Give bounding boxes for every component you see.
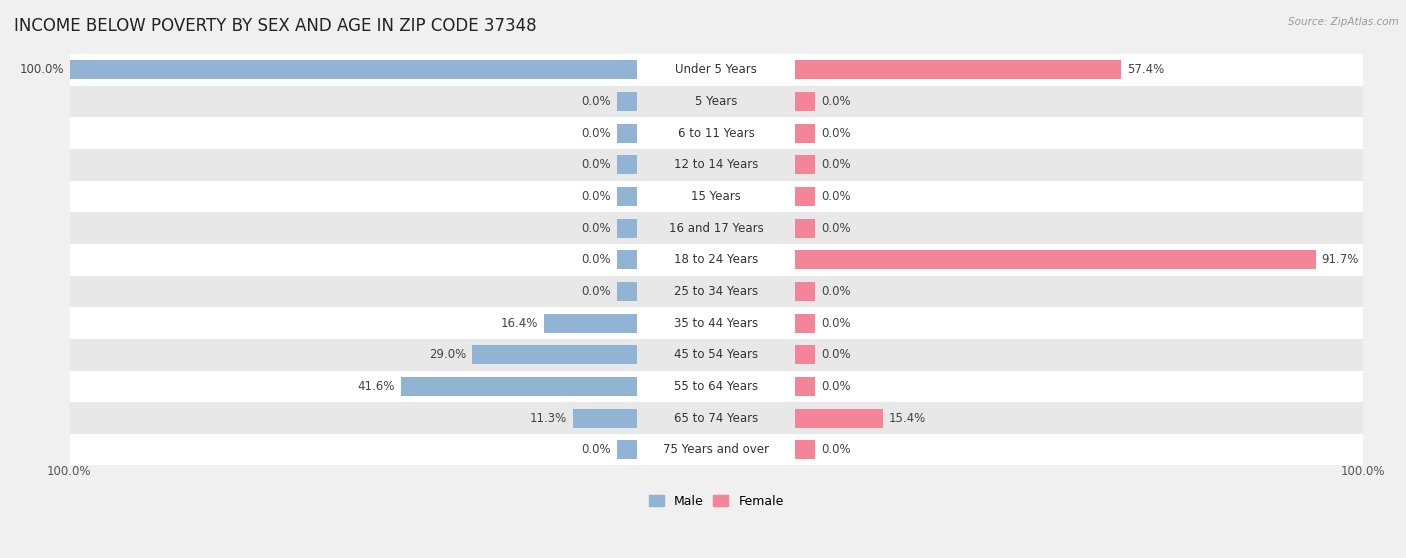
Text: 0.0%: 0.0%	[821, 380, 851, 393]
Bar	[796, 60, 1121, 79]
Text: 0.0%: 0.0%	[582, 158, 612, 171]
Text: 0.0%: 0.0%	[821, 95, 851, 108]
Bar	[69, 54, 1362, 86]
Bar	[796, 187, 815, 206]
Bar	[69, 117, 1362, 149]
Text: 41.6%: 41.6%	[357, 380, 395, 393]
Bar	[69, 371, 1362, 402]
Bar	[796, 377, 815, 396]
Bar	[617, 92, 637, 111]
Bar	[617, 219, 637, 238]
Bar	[69, 307, 1362, 339]
Text: 0.0%: 0.0%	[582, 285, 612, 298]
Bar	[617, 440, 637, 459]
Text: 29.0%: 29.0%	[429, 348, 467, 361]
Text: 75 Years and over: 75 Years and over	[664, 443, 769, 456]
Text: 0.0%: 0.0%	[821, 443, 851, 456]
Bar	[796, 345, 815, 364]
Legend: Male, Female: Male, Female	[644, 490, 789, 513]
Text: 5 Years: 5 Years	[695, 95, 737, 108]
Bar	[796, 92, 815, 111]
Bar	[472, 345, 637, 364]
Text: 12 to 14 Years: 12 to 14 Years	[673, 158, 758, 171]
Text: 15 Years: 15 Years	[692, 190, 741, 203]
Text: 0.0%: 0.0%	[582, 190, 612, 203]
Text: 0.0%: 0.0%	[582, 95, 612, 108]
Bar	[69, 149, 1362, 181]
Bar	[69, 339, 1362, 371]
Bar	[69, 434, 1362, 465]
Bar	[401, 377, 637, 396]
Text: INCOME BELOW POVERTY BY SEX AND AGE IN ZIP CODE 37348: INCOME BELOW POVERTY BY SEX AND AGE IN Z…	[14, 17, 537, 35]
Text: 18 to 24 Years: 18 to 24 Years	[673, 253, 758, 266]
Text: 0.0%: 0.0%	[582, 222, 612, 234]
Bar	[796, 282, 815, 301]
Text: 11.3%: 11.3%	[530, 411, 567, 425]
Bar	[69, 212, 1362, 244]
Text: 16 and 17 Years: 16 and 17 Years	[669, 222, 763, 234]
Text: 45 to 54 Years: 45 to 54 Years	[673, 348, 758, 361]
Bar	[617, 187, 637, 206]
Text: 57.4%: 57.4%	[1126, 64, 1164, 76]
Bar	[544, 314, 637, 333]
Text: Under 5 Years: Under 5 Years	[675, 64, 756, 76]
Text: Source: ZipAtlas.com: Source: ZipAtlas.com	[1288, 17, 1399, 27]
Bar	[69, 181, 1362, 212]
Text: 0.0%: 0.0%	[821, 285, 851, 298]
Text: 0.0%: 0.0%	[821, 190, 851, 203]
Text: 65 to 74 Years: 65 to 74 Years	[673, 411, 758, 425]
Text: 100.0%: 100.0%	[1341, 465, 1385, 479]
Bar	[69, 244, 1362, 276]
Text: 55 to 64 Years: 55 to 64 Years	[673, 380, 758, 393]
Text: 25 to 34 Years: 25 to 34 Years	[673, 285, 758, 298]
Bar	[69, 86, 1362, 117]
Bar	[617, 251, 637, 270]
Text: 0.0%: 0.0%	[821, 127, 851, 140]
Text: 15.4%: 15.4%	[889, 411, 925, 425]
Bar	[796, 251, 1316, 270]
Text: 35 to 44 Years: 35 to 44 Years	[673, 316, 758, 330]
Bar	[796, 155, 815, 174]
Text: 100.0%: 100.0%	[46, 465, 91, 479]
Bar	[572, 408, 637, 427]
Bar	[69, 60, 637, 79]
Text: 91.7%: 91.7%	[1322, 253, 1358, 266]
Bar	[69, 276, 1362, 307]
Bar	[796, 408, 883, 427]
Text: 0.0%: 0.0%	[582, 443, 612, 456]
Bar	[69, 402, 1362, 434]
Text: 6 to 11 Years: 6 to 11 Years	[678, 127, 755, 140]
Bar	[617, 155, 637, 174]
Bar	[617, 282, 637, 301]
Text: 0.0%: 0.0%	[821, 316, 851, 330]
Bar	[796, 314, 815, 333]
Text: 16.4%: 16.4%	[501, 316, 538, 330]
Bar	[796, 440, 815, 459]
Bar	[617, 124, 637, 143]
Text: 0.0%: 0.0%	[821, 158, 851, 171]
Text: 0.0%: 0.0%	[582, 253, 612, 266]
Text: 0.0%: 0.0%	[821, 348, 851, 361]
Text: 0.0%: 0.0%	[582, 127, 612, 140]
Bar	[796, 219, 815, 238]
Text: 0.0%: 0.0%	[821, 222, 851, 234]
Bar	[796, 124, 815, 143]
Text: 100.0%: 100.0%	[20, 64, 63, 76]
